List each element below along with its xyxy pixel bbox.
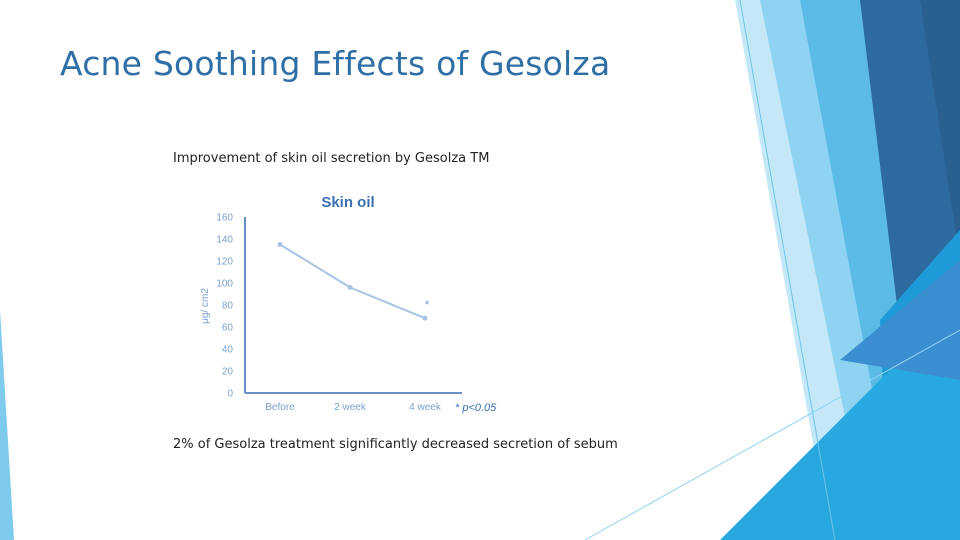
y-tick-label: 60	[222, 323, 234, 334]
skin-oil-line-chart: Skin oil μg/ cm2 0 20 40 60 80 100 120 140 160 B…	[180, 180, 510, 420]
y-tick-label: 40	[222, 345, 234, 356]
chart-background	[180, 180, 510, 420]
x-tick-label: Before	[265, 402, 295, 413]
data-point	[347, 284, 353, 290]
y-tick-label: 160	[216, 213, 233, 224]
data-point	[277, 242, 283, 247]
y-tick-label: 120	[216, 257, 233, 268]
x-tick-label: 2 week	[334, 402, 367, 413]
y-axis-label: μg/ cm2	[200, 288, 211, 324]
data-point	[422, 315, 428, 321]
p-value-annotation: * p<0.05	[455, 402, 497, 414]
chart-title: Skin oil	[321, 194, 374, 211]
x-tick-label: 4 week	[409, 402, 442, 413]
y-tick-label: 100	[216, 279, 233, 290]
y-tick-label: 20	[222, 367, 234, 378]
y-tick-label: 140	[216, 235, 233, 246]
significance-marker: *	[425, 299, 430, 311]
chart-caption: 2% of Gesolza treatment significantly de…	[173, 437, 618, 452]
slide-title: Acne Soothing Effects of Gesolza	[60, 44, 611, 83]
y-tick-label: 0	[227, 389, 233, 400]
chart-subtitle: Improvement of skin oil secretion by Ges…	[173, 151, 490, 166]
y-tick-label: 80	[222, 301, 234, 312]
